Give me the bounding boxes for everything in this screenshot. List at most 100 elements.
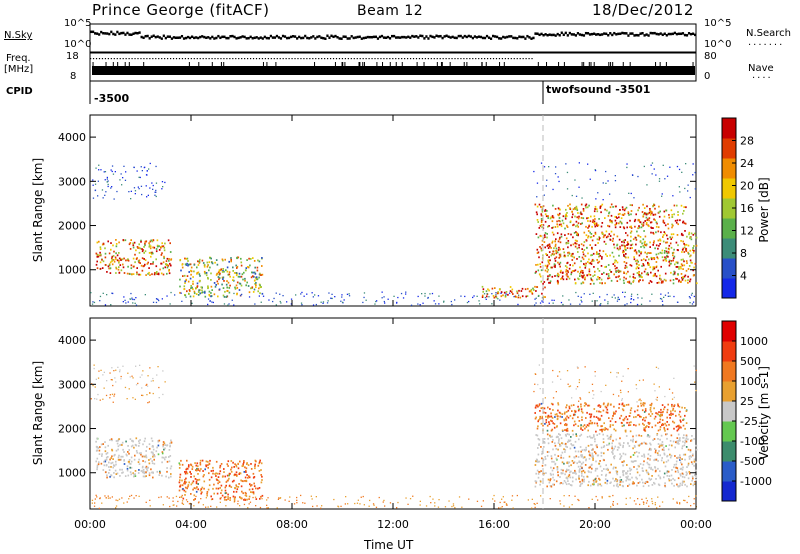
heatmap-cell (593, 220, 596, 223)
heatmap-cell (101, 267, 104, 269)
heatmap-cell (623, 251, 625, 253)
heatmap-cell (227, 465, 229, 467)
heatmap-cell (689, 302, 691, 304)
heatmap-cell (605, 473, 608, 476)
heatmap-cell (679, 265, 682, 268)
heatmap-cell (539, 302, 542, 304)
nsky-point (364, 36, 367, 39)
heatmap-cell (432, 498, 434, 500)
heatmap-cell (551, 266, 553, 269)
nsky-point (180, 34, 184, 38)
nsky-point (188, 36, 192, 40)
heatmap-cell (589, 274, 592, 276)
heatmap-cell (139, 176, 141, 179)
heatmap-cell (695, 495, 697, 497)
heatmap-cell (612, 237, 614, 240)
heatmap-cell (662, 240, 665, 243)
heatmap-cell (160, 254, 163, 256)
heatmap-cell (617, 372, 619, 374)
heatmap-cell (145, 450, 147, 452)
heatmap-cell (162, 245, 165, 248)
heatmap-cell (680, 280, 682, 283)
heatmap-cell (630, 230, 633, 233)
heatmap-cell (537, 476, 540, 479)
heatmap-cell (572, 444, 575, 447)
heatmap-cell (617, 485, 619, 488)
heatmap-cell (578, 215, 580, 218)
heatmap-cell (567, 233, 570, 235)
heatmap-cell (629, 456, 632, 459)
heatmap-cell (565, 270, 567, 273)
heatmap-cell (695, 476, 698, 479)
heatmap-cell (583, 263, 585, 265)
heatmap-cell (434, 502, 436, 504)
heatmap-cell (566, 469, 569, 472)
heatmap-cell (116, 442, 119, 445)
heatmap-cell (553, 299, 555, 301)
heatmap-cell (552, 467, 555, 470)
heatmap-cell (605, 236, 608, 239)
heatmap-cell (657, 496, 659, 498)
heatmap-cell (536, 252, 539, 254)
heatmap-cell (482, 290, 484, 293)
heatmap-cell (122, 263, 124, 266)
heatmap-cell (252, 496, 254, 499)
heatmap-cell (186, 459, 188, 462)
heatmap-cell (545, 253, 547, 255)
heatmap-cell (687, 184, 689, 186)
heatmap-cell (631, 243, 634, 246)
heatmap-cell (635, 252, 638, 255)
heatmap-cell (659, 426, 662, 428)
heatmap-cell (589, 416, 592, 419)
heatmap-cell (168, 272, 171, 275)
heatmap-cell (642, 485, 645, 488)
heatmap-cell (585, 234, 588, 237)
heatmap-cell (198, 289, 201, 292)
heatmap-cell (567, 240, 570, 242)
heatmap-cell (676, 429, 679, 432)
nsky-point (182, 37, 186, 40)
heatmap-cell (694, 171, 696, 174)
heatmap-cell (571, 253, 573, 256)
heatmap-cell (650, 466, 652, 469)
heatmap-cell (104, 459, 107, 462)
heatmap-cell (599, 418, 602, 421)
heatmap-cell (570, 244, 572, 247)
heatmap-cell (629, 478, 631, 481)
heatmap-cell (333, 498, 335, 501)
heatmap-cell (199, 459, 202, 462)
heatmap-cell (634, 410, 636, 413)
heatmap-cell (613, 447, 615, 450)
heatmap-cell (105, 458, 108, 461)
heatmap-cell (672, 420, 674, 423)
heatmap-cell (581, 479, 584, 482)
heatmap-cell (668, 444, 671, 447)
heatmap-cell (221, 271, 224, 273)
heatmap-cell (126, 272, 129, 275)
heatmap-cell (248, 488, 251, 491)
nave-spike (423, 62, 425, 66)
heatmap-cell (196, 462, 199, 465)
colorbar-segment (722, 401, 736, 422)
heatmap-cell (259, 273, 262, 276)
nsky-point (193, 36, 196, 40)
heatmap-cell (359, 503, 361, 505)
nsky-point (552, 33, 555, 37)
heatmap-cell (633, 258, 636, 261)
heatmap-cell (672, 254, 674, 257)
heatmap-cell (585, 417, 587, 419)
nsky-point (580, 33, 584, 37)
nave-spike (198, 62, 200, 66)
heatmap-cell (133, 497, 135, 499)
nave-spike (665, 62, 667, 66)
heatmap-cell (191, 468, 194, 470)
heatmap-cell (104, 256, 107, 259)
heatmap-cell (118, 454, 120, 457)
heatmap-cell (646, 255, 648, 258)
heatmap-cell (592, 275, 594, 278)
heatmap-cell (613, 466, 615, 469)
heatmap-cell (184, 294, 187, 297)
heatmap-cell (540, 446, 542, 448)
heatmap-cell (632, 273, 635, 276)
